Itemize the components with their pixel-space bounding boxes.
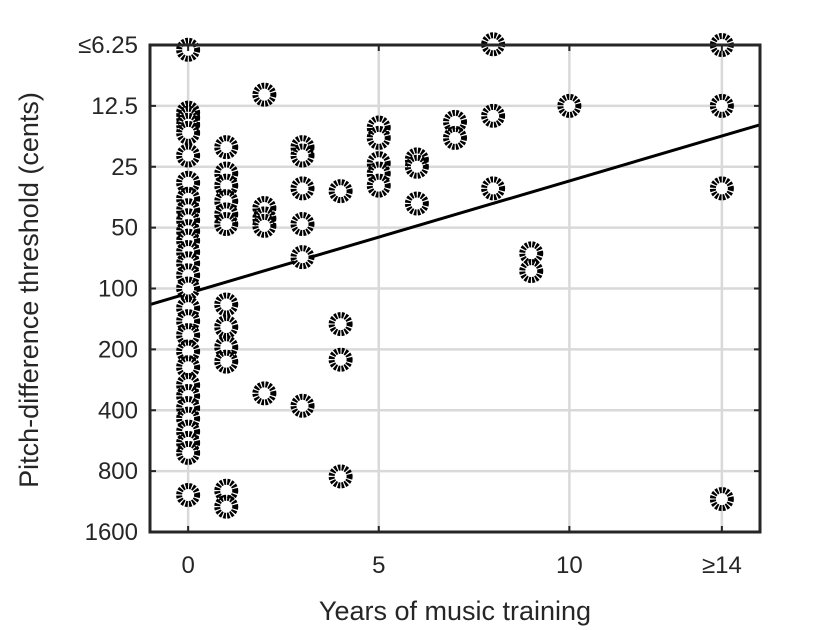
y-tick-labels: ≤6.25 12.5 25 50 100 200 400 800 1600 bbox=[78, 32, 760, 546]
y-tick-label: 400 bbox=[98, 397, 138, 424]
data-point bbox=[214, 212, 239, 237]
x-tick-label: 5 bbox=[372, 552, 385, 579]
data-point bbox=[481, 176, 506, 201]
data-point bbox=[443, 125, 467, 150]
data-point bbox=[176, 276, 201, 301]
data-point bbox=[557, 93, 582, 118]
y-tick-label: 800 bbox=[98, 458, 138, 485]
data-point bbox=[252, 82, 277, 107]
data-point bbox=[404, 191, 429, 216]
data-point bbox=[176, 120, 201, 145]
x-axis-title: Years of music training bbox=[319, 596, 591, 626]
data-point bbox=[252, 381, 277, 406]
x-tick-label: 0 bbox=[181, 552, 194, 579]
data-point bbox=[176, 440, 201, 465]
data-point bbox=[519, 241, 544, 266]
data-point bbox=[176, 483, 201, 508]
y-tick-label: 200 bbox=[98, 336, 138, 363]
data-point bbox=[214, 135, 239, 160]
y-tick-label: 50 bbox=[111, 215, 138, 242]
data-point bbox=[290, 245, 315, 270]
data-point bbox=[214, 292, 239, 317]
data-point bbox=[519, 259, 544, 284]
data-point bbox=[176, 170, 201, 195]
data-point bbox=[290, 143, 315, 168]
data-point bbox=[176, 323, 201, 348]
data-point bbox=[709, 93, 734, 118]
y-axis-title: Pitch-difference threshold (cents) bbox=[14, 92, 44, 488]
x-tick-label: ≥14 bbox=[702, 552, 742, 579]
data-point bbox=[214, 478, 239, 503]
data-point bbox=[176, 339, 201, 364]
data-point bbox=[214, 314, 239, 339]
data-point bbox=[214, 494, 239, 519]
data-point bbox=[709, 487, 734, 512]
data-point bbox=[443, 109, 467, 134]
data-point bbox=[328, 464, 353, 489]
x-tick-label: 10 bbox=[556, 552, 583, 579]
data-point bbox=[176, 355, 201, 380]
data-point bbox=[366, 125, 391, 150]
data-point bbox=[290, 176, 315, 201]
data-point bbox=[328, 179, 353, 204]
data-point bbox=[404, 154, 429, 179]
regression-line bbox=[149, 123, 761, 306]
x-tick-labels: 0 5 10 ≥14 bbox=[181, 45, 742, 579]
data-point bbox=[328, 312, 353, 337]
data-point bbox=[366, 173, 391, 198]
data-point bbox=[252, 213, 277, 238]
data-point bbox=[328, 347, 353, 372]
data-point bbox=[709, 176, 734, 201]
y-tick-label: 12.5 bbox=[91, 93, 138, 120]
y-tick-label: ≤6.25 bbox=[78, 32, 138, 59]
data-points bbox=[176, 32, 734, 519]
data-point bbox=[481, 103, 506, 128]
y-tick-label: 1600 bbox=[85, 519, 138, 546]
y-tick-label: 25 bbox=[111, 154, 138, 181]
data-point bbox=[290, 393, 315, 418]
fit-line-group bbox=[149, 123, 761, 306]
y-tick-label: 100 bbox=[98, 276, 138, 303]
data-point bbox=[290, 212, 315, 237]
data-point bbox=[214, 173, 239, 198]
data-point bbox=[214, 349, 239, 374]
data-point bbox=[176, 143, 201, 168]
grid-lines bbox=[150, 43, 760, 534]
